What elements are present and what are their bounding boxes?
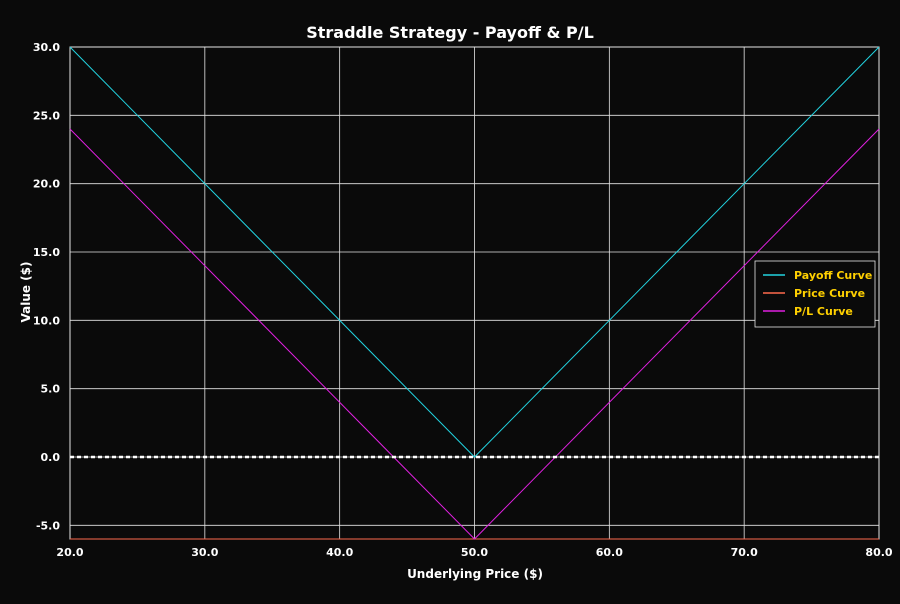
y-tick-label: -5.0 (36, 519, 60, 532)
y-tick-label: 10.0 (33, 314, 60, 327)
chart-title: Straddle Strategy - Payoff & P/L (306, 23, 594, 42)
y-tick-label: 5.0 (41, 383, 61, 396)
x-tick-label: 70.0 (731, 546, 758, 559)
x-tick-label: 60.0 (596, 546, 623, 559)
x-tick-label: 40.0 (326, 546, 353, 559)
x-axis-label: Underlying Price ($) (407, 567, 543, 581)
y-tick-label: 25.0 (33, 109, 60, 122)
legend-label: Payoff Curve (794, 269, 872, 282)
series-line-p-l-curve (69, 128, 880, 540)
y-tick-label: 30.0 (33, 41, 60, 54)
y-tick-label: 20.0 (33, 178, 60, 191)
y-tick-label: 15.0 (33, 246, 60, 259)
y-tick-label: 0.0 (41, 451, 61, 464)
legend: Payoff Curve Price Curve P/L Curve (754, 260, 876, 328)
legend-label: P/L Curve (794, 305, 853, 318)
tick-layer: 20.0 30.0 40.0 50.0 60.0 70.0 80.0 -5.0 0.0 5.0 10… (33, 41, 893, 559)
series-layer (69, 46, 880, 540)
y-axis-label: Value ($) (19, 261, 33, 322)
legend-label: Price Curve (794, 287, 865, 300)
legend-box (754, 260, 876, 328)
x-tick-label: 30.0 (191, 546, 218, 559)
x-tick-label: 80.0 (865, 546, 892, 559)
x-tick-label: 50.0 (461, 546, 488, 559)
series-line-payoff-curve (69, 46, 880, 458)
x-tick-label: 20.0 (56, 546, 83, 559)
